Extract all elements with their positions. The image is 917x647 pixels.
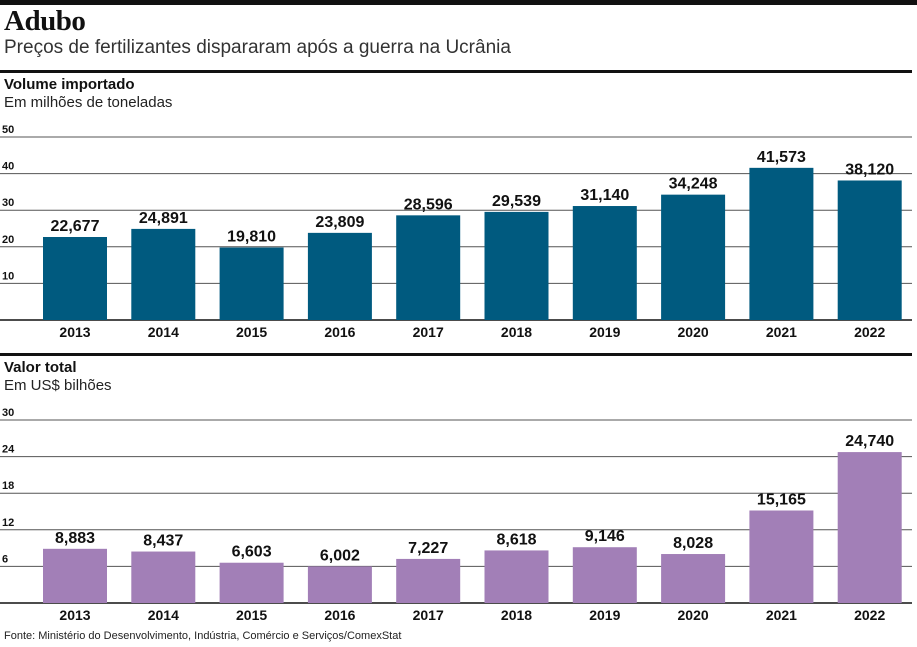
volume-ytick-label: 50 [2, 124, 14, 136]
section-divider [0, 70, 912, 73]
valor-xtick-label: 2017 [413, 607, 444, 623]
valor-data-label: 8,618 [496, 531, 536, 548]
volume-data-label: 24,891 [139, 210, 188, 227]
volume-data-label: 31,140 [580, 187, 629, 204]
valor-bar [307, 566, 372, 603]
valor-bar [43, 548, 107, 603]
volume-data-label: 38,120 [845, 161, 894, 178]
volume-xtick-label: 2013 [59, 324, 90, 340]
valor-xtick-label: 2018 [501, 607, 532, 623]
volume-bar [484, 211, 549, 320]
volume-data-label: 23,809 [315, 214, 364, 231]
volume-xtick-label: 2018 [501, 324, 532, 340]
volume-bar [749, 167, 814, 320]
volume-bar [837, 180, 902, 320]
volume-bar [572, 206, 637, 320]
volume-section-title: Volume importado [4, 76, 135, 93]
valor-data-label: 9,146 [585, 528, 625, 545]
valor-bar [484, 550, 549, 603]
section-divider [0, 353, 912, 356]
valor-bar [661, 554, 726, 603]
volume-xtick-label: 2016 [324, 324, 355, 340]
valor-bar [219, 562, 284, 603]
volume-bar [131, 228, 196, 320]
top-rule [0, 0, 917, 5]
valor-data-label: 6,603 [232, 544, 272, 561]
volume-bar [396, 215, 461, 320]
volume-data-label: 19,810 [227, 228, 276, 245]
valor-xtick-label: 2016 [324, 607, 355, 623]
volume-ytick-label: 30 [2, 197, 14, 209]
valor-ytick-label: 12 [2, 517, 14, 529]
valor-data-label: 24,740 [845, 433, 894, 450]
valor-data-label: 8,437 [143, 533, 183, 550]
valor-xtick-label: 2020 [678, 607, 709, 623]
valor-bar [749, 510, 814, 603]
valor-xtick-label: 2021 [766, 607, 797, 623]
volume-data-label: 29,539 [492, 193, 541, 210]
volume-data-label: 34,248 [669, 176, 718, 193]
volume-ytick-label: 40 [2, 161, 14, 173]
valor-data-label: 7,227 [408, 540, 448, 557]
valor-ytick-label: 30 [2, 407, 14, 419]
valor-xtick-label: 2022 [854, 607, 885, 623]
valor-section-title: Valor total [4, 359, 77, 376]
volume-xtick-label: 2022 [854, 324, 885, 340]
valor-data-label: 15,165 [757, 491, 806, 508]
volume-chart: 10 20 30 40 50 22,677 2013 24,891 2014 19,810 2015… [0, 124, 912, 340]
volume-ytick-label: 10 [2, 270, 14, 282]
volume-data-label: 28,596 [404, 196, 453, 213]
valor-ytick-label: 6 [2, 553, 8, 565]
volume-bar [43, 237, 107, 320]
volume-bar [661, 194, 726, 320]
volume-bar [219, 247, 284, 320]
valor-xtick-label: 2019 [589, 607, 620, 623]
valor-section-subtitle: Em US$ bilhões [4, 377, 112, 394]
valor-chart: 6 12 18 24 30 8,883 2013 8,437 2014 6,603 2015 6,00… [0, 407, 912, 623]
source-note: Fonte: Ministério do Desenvolvimento, In… [4, 630, 402, 642]
volume-xtick-label: 2020 [678, 324, 709, 340]
volume-xtick-label: 2014 [148, 324, 179, 340]
volume-xtick-label: 2019 [589, 324, 620, 340]
valor-ytick-label: 24 [2, 444, 15, 456]
valor-bar [572, 547, 637, 603]
page-title: Adubo [4, 5, 86, 37]
valor-ytick-label: 18 [2, 480, 14, 492]
valor-data-label: 8,883 [55, 530, 95, 547]
volume-data-label: 22,677 [51, 218, 100, 235]
volume-ytick-label: 20 [2, 234, 14, 246]
valor-bar [131, 551, 196, 603]
volume-xtick-label: 2015 [236, 324, 267, 340]
volume-xtick-label: 2021 [766, 324, 797, 340]
valor-xtick-label: 2014 [148, 607, 179, 623]
volume-bar [307, 232, 372, 320]
volume-xtick-label: 2017 [413, 324, 444, 340]
volume-section-subtitle: Em milhões de toneladas [4, 94, 173, 111]
valor-bar [396, 558, 461, 603]
volume-data-label: 41,573 [757, 149, 806, 166]
valor-data-label: 6,002 [320, 547, 360, 564]
valor-xtick-label: 2013 [59, 607, 90, 623]
page-subtitle: Preços de fertilizantes dispararam após … [4, 37, 511, 58]
valor-data-label: 8,028 [673, 535, 713, 552]
valor-bar [837, 452, 902, 603]
valor-xtick-label: 2015 [236, 607, 267, 623]
